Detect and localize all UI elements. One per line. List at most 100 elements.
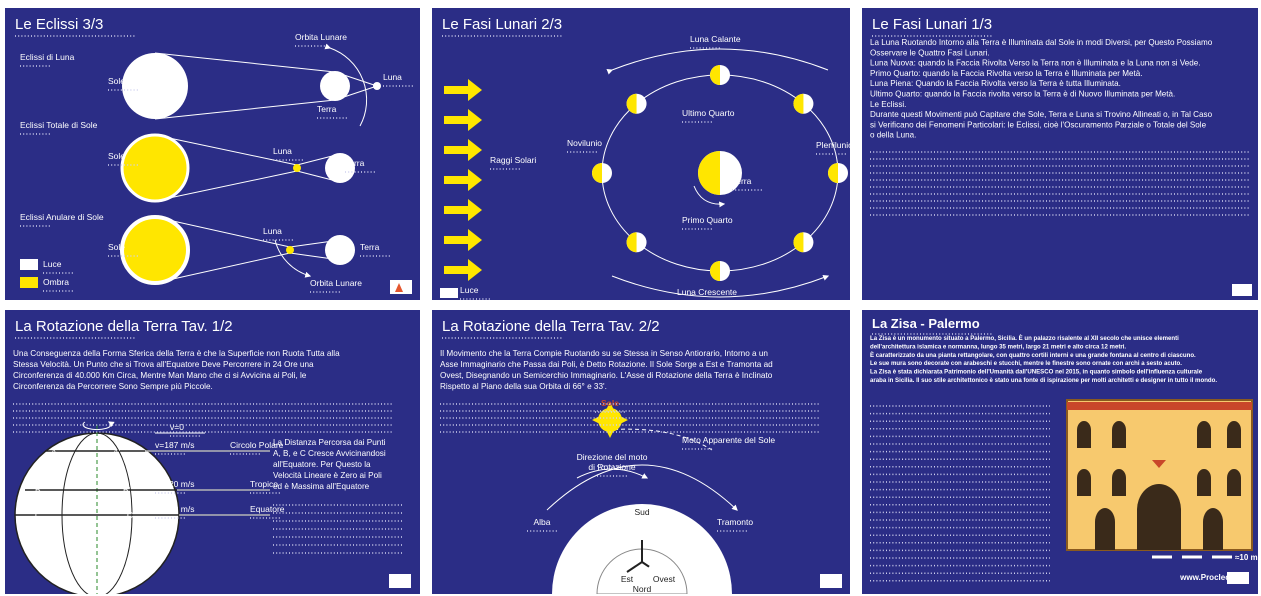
window — [1077, 469, 1091, 496]
paragraph-line: La Zisa è un monumento situato a Palermo… — [870, 334, 1179, 342]
label: di Rotazione — [588, 462, 636, 472]
window — [1197, 421, 1211, 448]
note-line: A, B, e C Cresce Avvicinandosi — [273, 449, 386, 458]
label: v=187 m/s — [155, 440, 194, 450]
scale-label: ≈10 m — [1235, 553, 1258, 562]
paragraph-line: dell'architettura islamica e normanna, l… — [870, 343, 1126, 350]
label: Luce — [460, 285, 479, 295]
label: Orbita Lunare — [295, 32, 347, 42]
paragraph-line: Osservare le Quattro Fasi Lunari. — [870, 48, 990, 57]
paragraph-line: Le Eclissi. — [870, 100, 906, 109]
paragraph-line: Circonferenza da Percorrere Sono Sempre … — [13, 382, 213, 391]
label: A' — [113, 447, 121, 457]
label: Ombra — [43, 277, 69, 287]
panel-title: Le Eclissi 3/3 — [15, 16, 103, 33]
label: B' — [123, 485, 131, 495]
label: v=420 m/s — [155, 479, 194, 489]
label: Tramonto — [717, 517, 753, 527]
window — [1112, 421, 1126, 448]
paragraph-line: araba in Sicilia. Il suo stile architett… — [870, 377, 1217, 384]
label: Novilunio — [567, 138, 602, 148]
sun-ray — [444, 199, 482, 221]
paragraph-line: Luna Piena: Quando la Faccia Rivolta ver… — [870, 79, 1121, 88]
label: Terra — [345, 158, 365, 168]
note-line: ed è Massima all'Equatore — [273, 482, 370, 491]
window — [1112, 469, 1126, 496]
panel-title: Le Fasi Lunari 1/3 — [872, 16, 992, 33]
label: Eclissi Totale di Sole — [20, 120, 98, 130]
label: Eclissi Anulare di Sole — [20, 212, 104, 222]
label: Direzione del moto — [577, 452, 648, 462]
paragraph-line: La Luna Ruotando Intorno alla Terra è Il… — [870, 38, 1213, 47]
label: Luna — [263, 226, 282, 236]
paragraph-line: o della Luna. — [870, 131, 916, 140]
moon-lit — [710, 65, 720, 85]
paragraph-line: Stessa Velocità. Un Punto che si Trova a… — [13, 360, 314, 369]
label: Sole — [601, 398, 619, 408]
label: C' — [127, 510, 135, 520]
label: Terra — [360, 242, 380, 252]
paragraph-line: si Verificano dei Fenomeni Particolari: … — [870, 120, 1207, 129]
site-label: www.Proclechi.it — [1179, 573, 1244, 582]
label: Sole — [108, 76, 125, 86]
sun-ray — [444, 259, 482, 281]
sun-ray — [444, 139, 482, 161]
panel-rotation-2: La Rotazione della Terra Tav. 2/2 Sole Mot… — [432, 310, 850, 594]
label: B — [35, 485, 41, 495]
paragraph-line: Luna Nuova: quando la Faccia Rivolta Ver… — [870, 59, 1201, 68]
paragraph-line: Durante questi Movimenti può Capitare ch… — [870, 110, 1213, 119]
label: Circolo Polare — [230, 440, 284, 450]
label: Plenilunio — [816, 140, 853, 150]
paragraph-line: È caratterizzato da una pianta rettangol… — [870, 351, 1196, 359]
paragraph-line: Ovest, Disegnando un Semicerchio Immagin… — [440, 371, 773, 380]
paragraph-line: Primo Quarto: quando la Faccia Rivolta v… — [870, 69, 1142, 78]
window — [1197, 469, 1211, 496]
label: v=0 — [170, 422, 184, 432]
sun-ray — [444, 229, 482, 251]
paragraph-line: Ultimo Quarto: quando la Faccia rivolta … — [870, 90, 1175, 99]
label: Moto Apparente del Sole — [682, 435, 775, 445]
label: Sud — [634, 507, 649, 517]
label: Luna — [383, 72, 402, 82]
label: Luna Calante — [690, 34, 741, 44]
panel-eclipses: Le Eclissi 3/3 Eclissi di Luna Orbita Luna… — [5, 8, 420, 300]
note-line: Velocità Lineare è Zero ai Poli — [273, 471, 382, 480]
window — [1227, 421, 1241, 448]
paragraph-line: Una Conseguenza della Forma Sferica dell… — [13, 349, 340, 358]
panel-title: La Rotazione della Terra Tav. 1/2 — [15, 318, 233, 335]
label: Terra — [317, 104, 337, 114]
label: Raggi Solari — [490, 155, 536, 165]
note-line: all'Equatore. Per Questo la — [273, 460, 371, 469]
paragraph-line: Rispetto al Piano della sua Orbita di 66… — [440, 382, 607, 391]
paragraph-line: Il Movimento che la Terra Compie Ruotand… — [440, 349, 768, 358]
label: Est — [621, 574, 634, 584]
label: Tropico — [250, 479, 278, 489]
label: Equatore — [250, 504, 285, 514]
moon-lit — [793, 232, 804, 253]
panel-title: Le Fasi Lunari 2/3 — [442, 16, 562, 33]
paragraph-line: Circonferenza di 40.000 Km Circa, Mentre… — [13, 371, 307, 380]
label: C — [35, 510, 41, 520]
window — [1227, 469, 1241, 496]
label: Terra — [732, 176, 752, 186]
label: Luna Crescente — [677, 287, 737, 297]
label: A — [51, 447, 57, 457]
panel-zisa: La Zisa - Palermo La Zisa è un monumento … — [862, 310, 1258, 594]
moon-lit — [626, 232, 637, 253]
moon-lit — [626, 93, 637, 114]
label: Luce — [43, 259, 62, 269]
label: Luna — [273, 146, 292, 156]
paragraph-line: Asse Immaginario che Passa dai Poli, è D… — [440, 360, 773, 369]
panel-moon-phases-2: Le Fasi Lunari 2/3 Luna Calante Ultimo Qua… — [432, 8, 853, 300]
label: v=463 m/s — [155, 504, 194, 514]
label: Sole — [108, 151, 125, 161]
sun-ray — [444, 79, 482, 101]
label: Eclissi di Luna — [20, 52, 75, 62]
label: Ovest — [653, 574, 676, 584]
moon-lit — [793, 93, 804, 114]
window — [1077, 421, 1091, 448]
label: Nord — [633, 584, 652, 594]
moon-lit — [592, 163, 602, 183]
note-line: La Distanza Percorsa dai Punti — [273, 438, 386, 447]
